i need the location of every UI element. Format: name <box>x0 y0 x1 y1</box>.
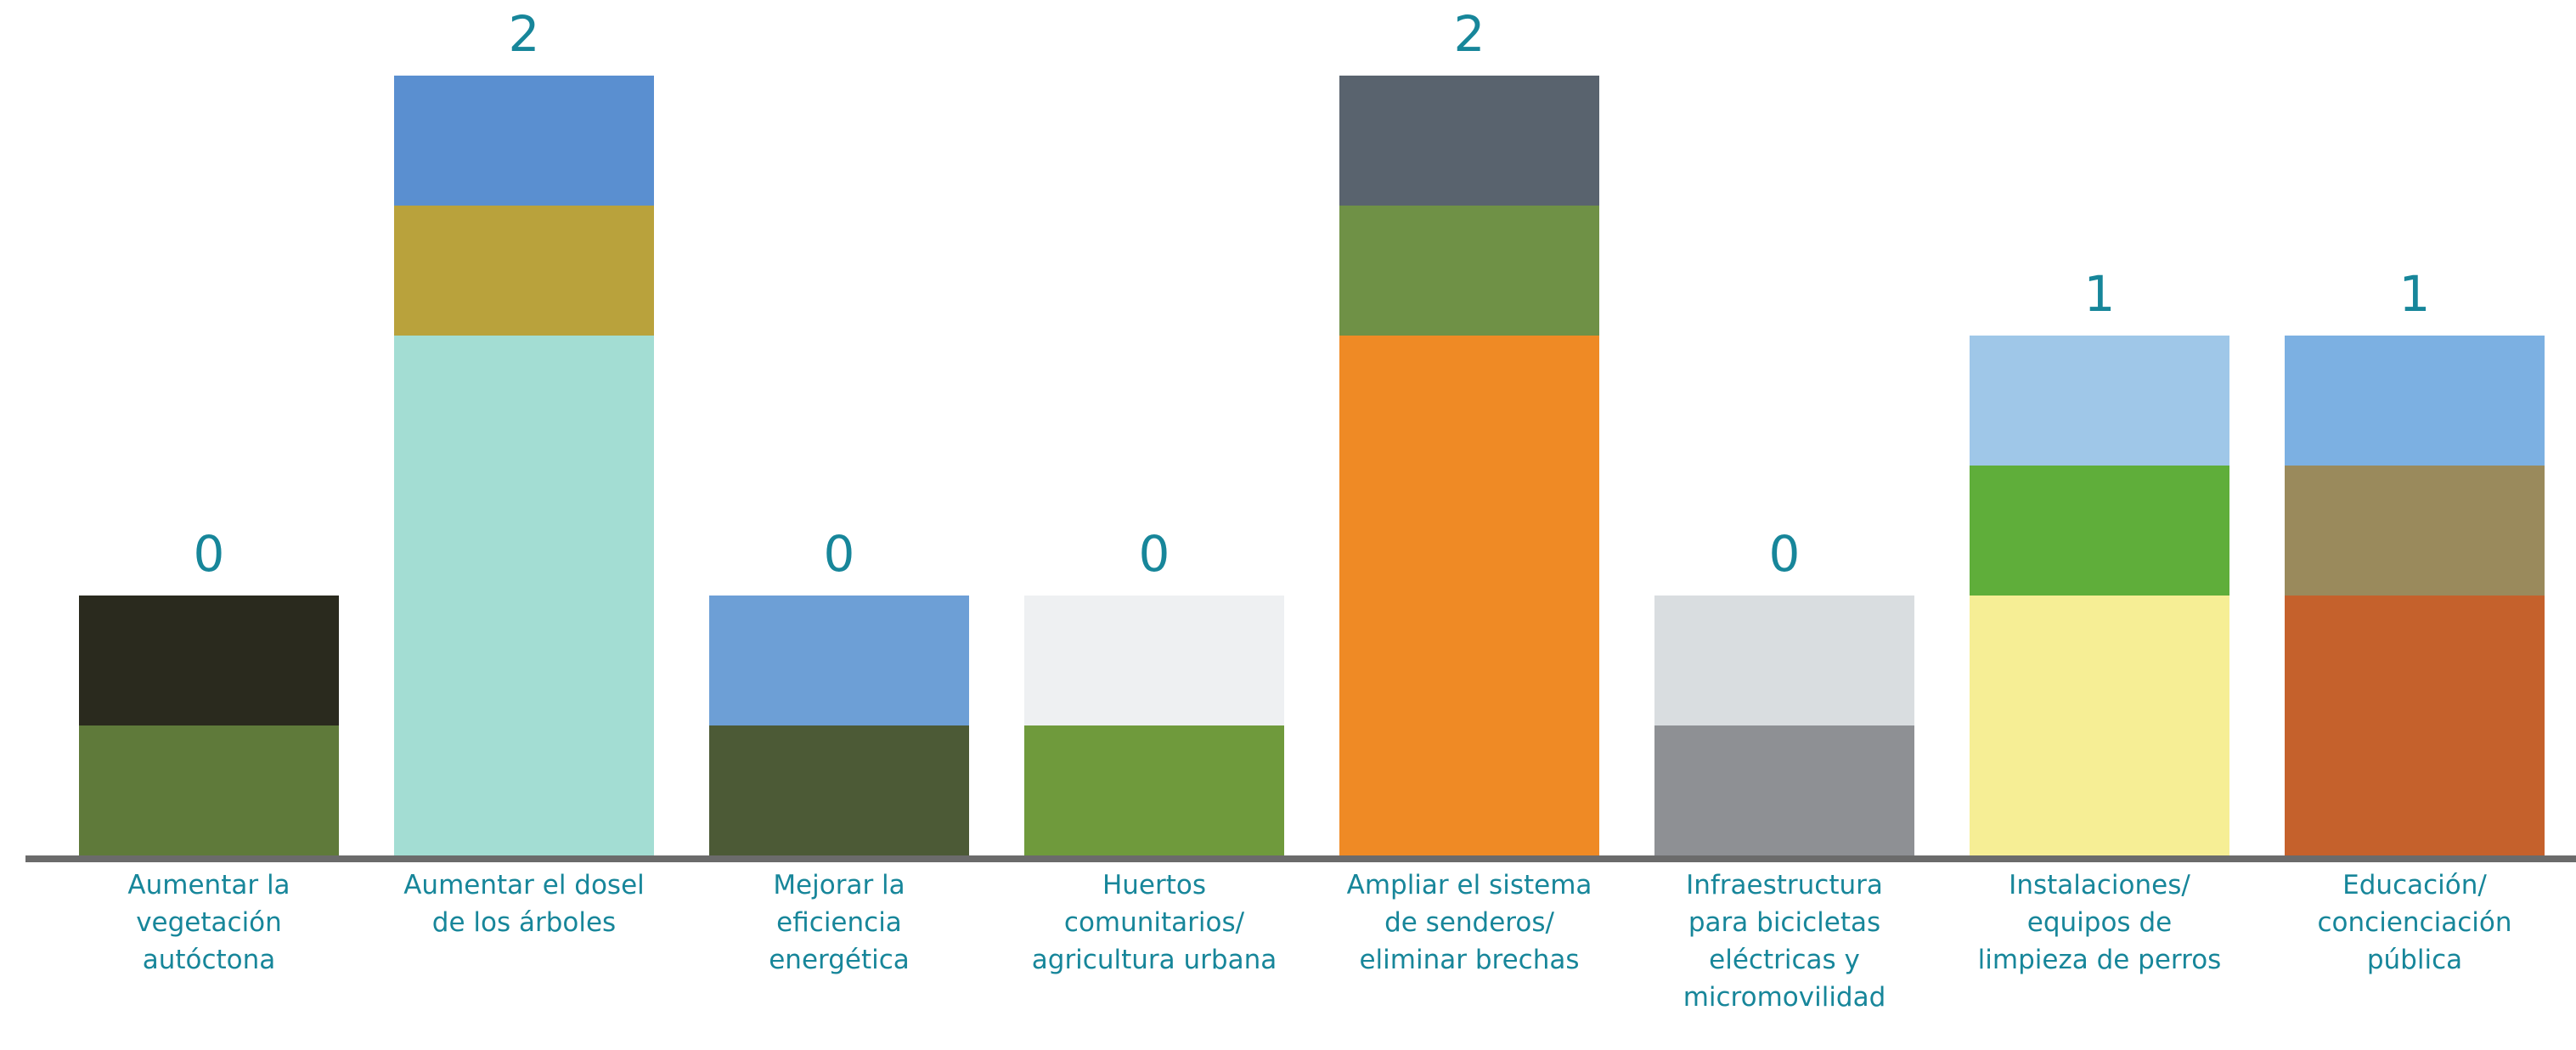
photo-sky <box>1024 596 1284 725</box>
photo-sky <box>709 596 969 725</box>
photo-sky <box>1970 336 2229 466</box>
photo-ground <box>1024 725 1284 855</box>
photo-ground <box>1339 206 1599 336</box>
photo-sky <box>1339 76 1599 206</box>
photo-ground <box>1970 466 2229 596</box>
photo-sky <box>1654 596 1914 725</box>
value-label: 2 <box>1454 5 1485 63</box>
value-label: 0 <box>824 525 855 583</box>
photo-sky <box>394 76 654 206</box>
value-label: 0 <box>1139 525 1170 583</box>
photo-ground <box>2285 466 2545 596</box>
photo-ground <box>709 725 969 855</box>
category-label: Mejorar la eficiencia energética <box>712 867 967 979</box>
category-label: Aumentar la vegetación autóctona <box>82 867 336 979</box>
photo-ground <box>1654 725 1914 855</box>
photo-sky <box>2285 336 2545 466</box>
page: 02002011 (() => { const data = JSON.pars… <box>0 0 2576 1050</box>
bar <box>2285 596 2545 855</box>
bar <box>1339 336 1599 855</box>
value-label: 1 <box>2399 265 2431 323</box>
value-label: 2 <box>509 5 540 63</box>
photo-ground <box>79 725 339 855</box>
category-label: Ampliar el sistema de senderos/ eliminar… <box>1342 867 1597 979</box>
category-label: Aumentar el dosel de los árboles <box>397 867 651 941</box>
photo-ground <box>394 206 654 336</box>
value-label: 0 <box>194 525 225 583</box>
bar <box>394 336 654 855</box>
photo-sky <box>79 596 339 725</box>
category-label: Educación/ concienciación pública <box>2287 867 2542 979</box>
bar <box>1970 596 2229 855</box>
value-label: 0 <box>1769 525 1801 583</box>
category-label: Huertos comunitarios/ agricultura urbana <box>1027 867 1282 979</box>
category-label: Instalaciones/ equipos de limpieza de pe… <box>1972 867 2227 979</box>
value-label: 1 <box>2084 265 2116 323</box>
category-label: Infraestructura para bicicletas eléctric… <box>1657 867 1912 1016</box>
